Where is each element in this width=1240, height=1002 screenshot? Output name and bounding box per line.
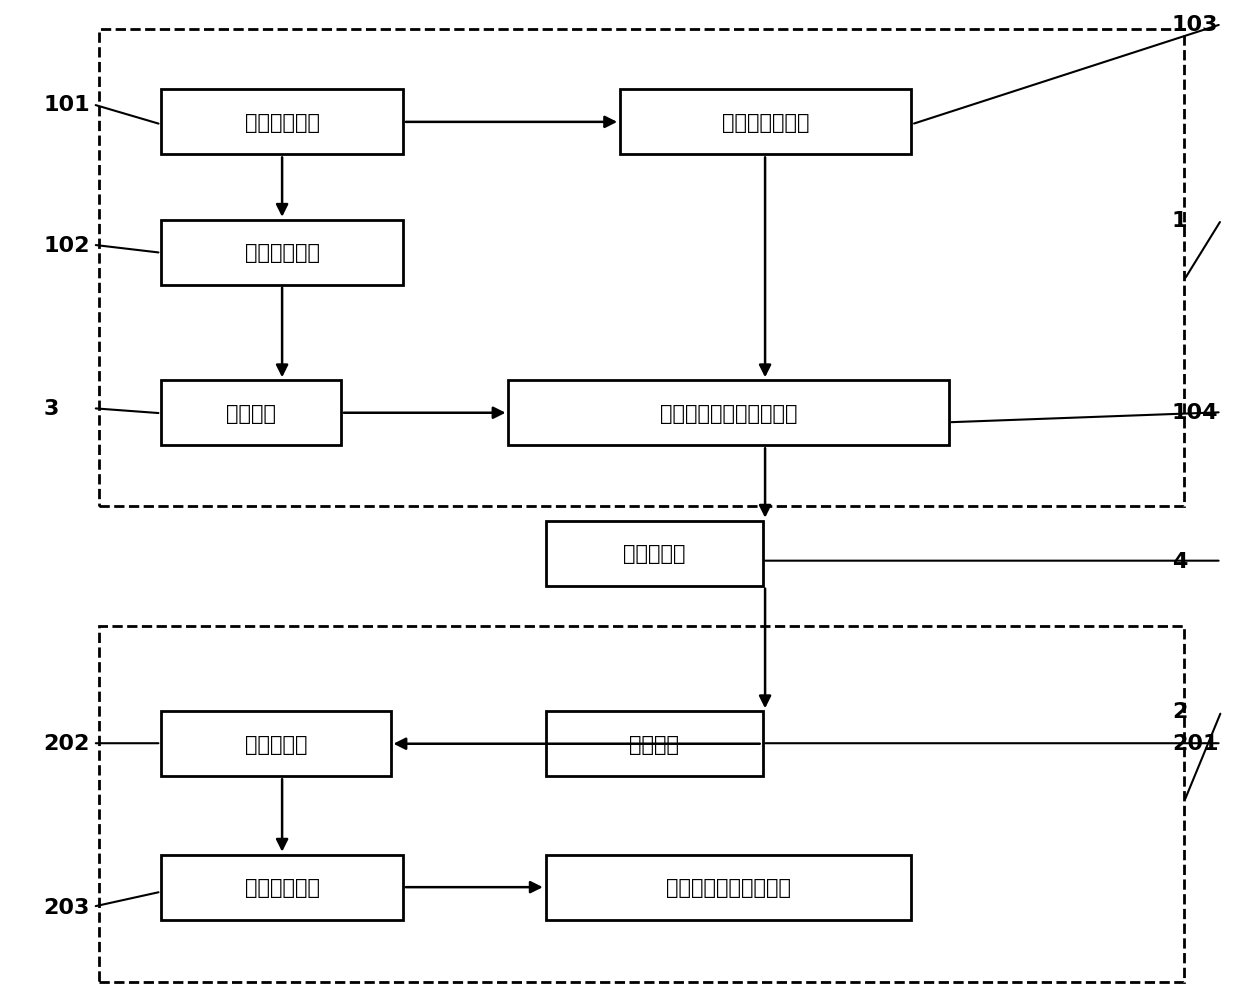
Bar <box>161 381 341 446</box>
Text: 2: 2 <box>1172 701 1187 721</box>
Text: 探测装置: 探测装置 <box>629 734 680 754</box>
Bar <box>546 711 763 777</box>
Text: 101: 101 <box>43 95 91 115</box>
Text: 104: 104 <box>1172 403 1218 423</box>
Bar <box>161 711 391 777</box>
Bar <box>546 855 911 920</box>
Bar <box>620 90 911 155</box>
Text: 成像显示装置: 成像显示装置 <box>244 878 320 897</box>
Bar <box>546 521 763 586</box>
Text: 信号收集装置: 信号收集装置 <box>244 113 320 132</box>
Text: 优化采空区: 优化采空区 <box>622 544 686 563</box>
Text: 微型计算机: 微型计算机 <box>244 734 308 754</box>
Bar <box>99 626 1184 982</box>
Text: 地震散射三维正交立体图: 地震散射三维正交立体图 <box>660 404 797 423</box>
Text: 成像装置: 成像装置 <box>226 404 277 423</box>
Text: 102: 102 <box>43 235 91 256</box>
Text: 202: 202 <box>43 733 89 754</box>
Bar <box>161 220 403 286</box>
Text: 1: 1 <box>1172 210 1188 230</box>
Bar <box>508 381 949 446</box>
Text: 103: 103 <box>1172 15 1218 35</box>
Bar <box>161 90 403 155</box>
Text: 信号处理装置: 信号处理装置 <box>244 243 320 263</box>
Text: 203: 203 <box>43 897 89 917</box>
Text: 地震波激励网阵: 地震波激励网阵 <box>722 113 810 132</box>
Bar <box>99 30 1184 506</box>
Text: 201: 201 <box>1172 733 1218 754</box>
Bar <box>161 855 403 920</box>
Text: 采空区三维分布立体图: 采空区三维分布立体图 <box>666 878 791 897</box>
Text: 3: 3 <box>43 399 58 419</box>
Text: 4: 4 <box>1172 551 1187 571</box>
